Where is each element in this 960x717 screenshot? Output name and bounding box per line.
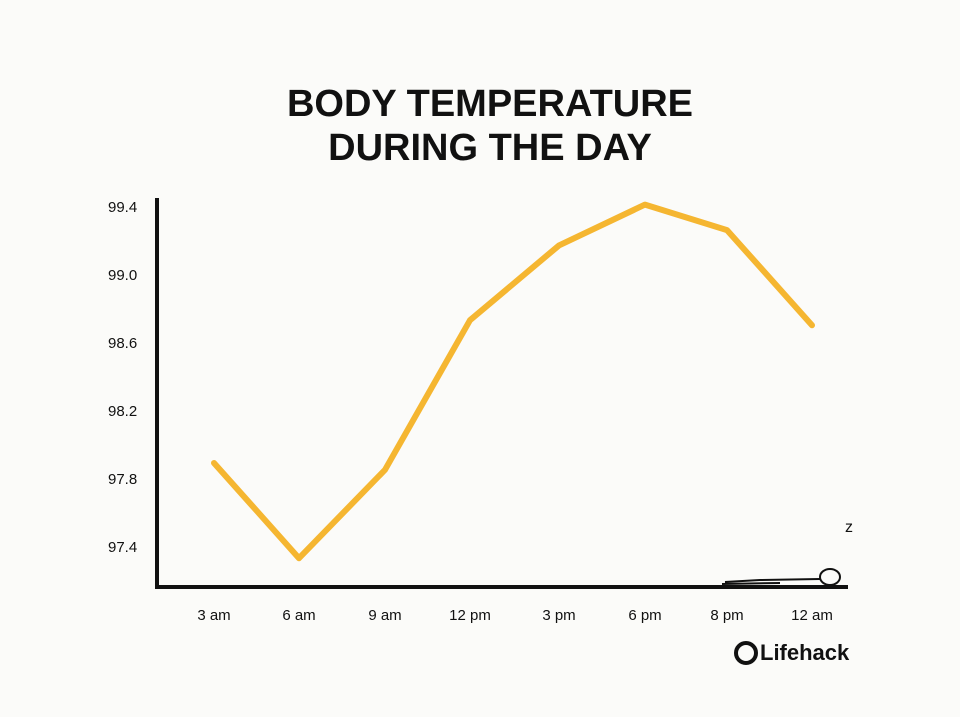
zzz-icon: z [845, 519, 853, 536]
x-tick-label: 6 am [282, 607, 315, 624]
y-tick-label: 97.4 [108, 539, 137, 556]
y-tick-label: 98.6 [108, 335, 137, 352]
x-tick-label: 12 am [791, 607, 833, 624]
x-tick-label: 12 pm [449, 607, 491, 624]
x-tick-label: 3 am [197, 607, 230, 624]
temperature-line [211, 201, 815, 562]
y-tick-label: 98.2 [108, 403, 137, 420]
sleeping-figure [721, 568, 841, 586]
x-tick-label: 3 pm [542, 607, 575, 624]
x-tick-label: 8 pm [710, 607, 743, 624]
source-logo: Lifehack [760, 640, 850, 665]
x-tick-label: 9 am [368, 607, 401, 624]
x-tick-label: 6 pm [628, 607, 661, 624]
chart-title: BODY TEMPERATURE [287, 83, 693, 125]
y-tick-label: 99.4 [108, 199, 137, 216]
y-tick-label: 99.0 [108, 267, 137, 284]
logo-icon [734, 641, 758, 665]
chart-title: DURING THE DAY [328, 127, 652, 169]
y-tick-label: 97.8 [108, 471, 137, 488]
